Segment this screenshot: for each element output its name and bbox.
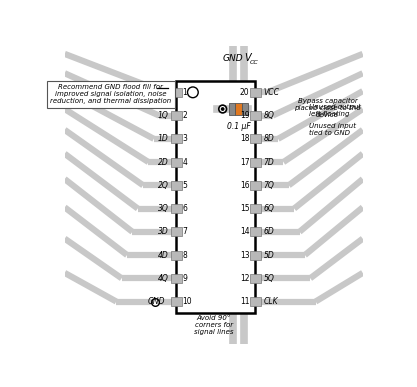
Text: 9: 9 (182, 274, 187, 283)
Text: 19: 19 (240, 111, 249, 120)
Bar (250, 134, 261, 143)
Bar (171, 158, 182, 166)
Bar (171, 274, 182, 283)
Text: 13: 13 (240, 250, 249, 260)
Circle shape (221, 108, 224, 110)
Bar (250, 227, 261, 236)
Text: CLK: CLK (264, 297, 278, 306)
Text: 20: 20 (240, 88, 249, 97)
Bar (171, 88, 182, 97)
Text: GND: GND (148, 297, 166, 306)
Bar (176, 81, 256, 313)
Text: 5: 5 (182, 181, 187, 190)
Bar (171, 111, 182, 120)
Bar (250, 250, 261, 260)
Text: 0.1 μF: 0.1 μF (226, 122, 250, 130)
Bar (171, 297, 182, 306)
Text: V: V (244, 53, 251, 63)
Text: 12: 12 (240, 274, 249, 283)
Text: 17: 17 (240, 158, 249, 166)
Text: 4Q: 4Q (158, 274, 168, 283)
Text: CC: CC (249, 60, 258, 65)
Text: 6: 6 (182, 204, 187, 213)
Bar (171, 204, 182, 213)
Text: CLR: CLR (153, 88, 168, 97)
Text: Unused output
left floating: Unused output left floating (309, 104, 361, 117)
Text: 7Q: 7Q (264, 181, 274, 190)
Bar (171, 250, 182, 260)
Text: 6Q: 6Q (264, 204, 274, 213)
Bar (242, 103, 248, 115)
Text: 5D: 5D (264, 250, 274, 260)
Text: Unused input
tied to GND: Unused input tied to GND (309, 123, 356, 137)
Text: 1: 1 (182, 88, 187, 97)
Text: 7: 7 (182, 227, 187, 236)
Bar (171, 181, 182, 190)
Text: 3: 3 (182, 134, 187, 143)
Text: 10: 10 (182, 297, 192, 306)
Text: 4D: 4D (158, 250, 168, 260)
Text: 1D: 1D (158, 134, 168, 143)
Text: 4: 4 (182, 158, 187, 166)
Bar (250, 158, 261, 166)
Text: 8D: 8D (264, 134, 274, 143)
Bar (250, 181, 261, 190)
Text: 1Q: 1Q (158, 111, 168, 120)
Text: Recommend GND flood fill for
improved signal isolation, noise
reduction, and the: Recommend GND flood fill for improved si… (50, 84, 171, 104)
Bar (229, 103, 235, 115)
Text: 11: 11 (240, 297, 249, 306)
Text: 3Q: 3Q (158, 204, 168, 213)
Text: 2Q: 2Q (158, 181, 168, 190)
Bar (250, 111, 261, 120)
Text: 7D: 7D (264, 158, 274, 166)
Bar (250, 274, 261, 283)
Text: Avoid 90°
corners for
signal lines: Avoid 90° corners for signal lines (194, 315, 234, 335)
Text: VCC: VCC (264, 88, 279, 97)
Text: GND: GND (223, 54, 244, 63)
Text: 16: 16 (240, 181, 249, 190)
Bar (171, 227, 182, 236)
Text: 3D: 3D (158, 227, 168, 236)
Text: 2D: 2D (158, 158, 168, 166)
Circle shape (219, 105, 226, 113)
Bar (250, 88, 261, 97)
Bar (250, 297, 261, 306)
Bar (250, 204, 261, 213)
Text: 6D: 6D (264, 227, 274, 236)
Text: Bypass capacitor
placed close to the
device: Bypass capacitor placed close to the dev… (294, 98, 361, 118)
Circle shape (188, 87, 198, 98)
Text: 2: 2 (182, 111, 187, 120)
Text: 14: 14 (240, 227, 249, 236)
Bar (171, 134, 182, 143)
Text: 5Q: 5Q (264, 274, 274, 283)
Text: 8: 8 (182, 250, 187, 260)
Bar (235, 103, 242, 115)
Text: 18: 18 (240, 134, 249, 143)
Text: 15: 15 (240, 204, 249, 213)
Text: 8Q: 8Q (264, 111, 274, 120)
